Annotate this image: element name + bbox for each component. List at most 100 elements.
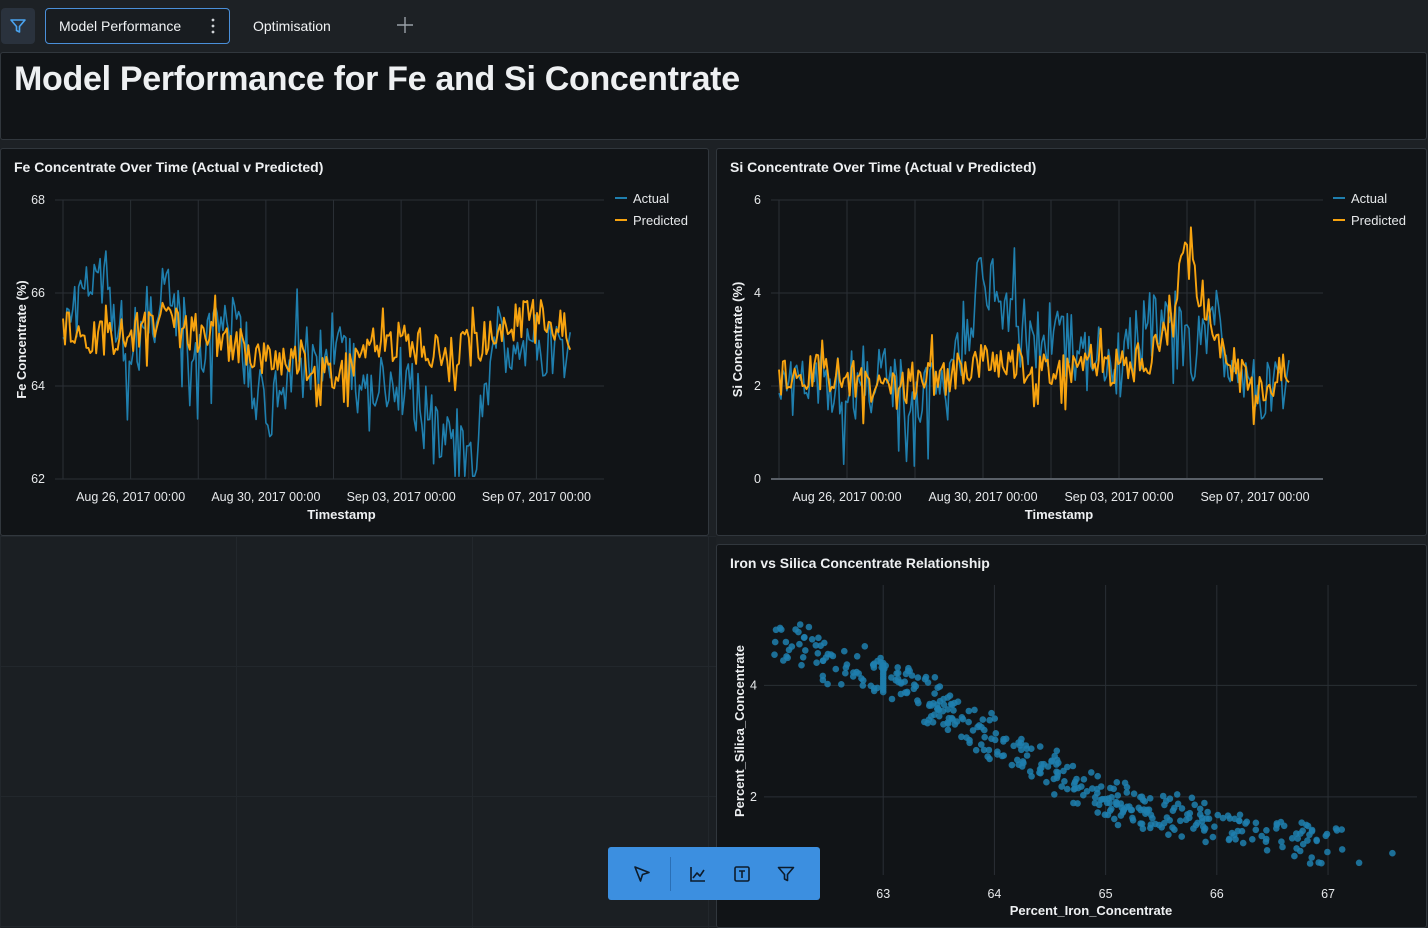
y-tick-label: 4 bbox=[750, 678, 757, 692]
tab-model-performance[interactable]: Model Performance bbox=[45, 8, 230, 44]
chart-title: Si Concentrate Over Time (Actual v Predi… bbox=[730, 159, 1037, 175]
scatter-point bbox=[1074, 800, 1081, 807]
scatter-point bbox=[1064, 785, 1071, 793]
scatter-point bbox=[1252, 819, 1260, 827]
legend-label: Actual bbox=[633, 191, 669, 206]
scatter-point bbox=[805, 623, 813, 631]
line-chart-icon bbox=[690, 866, 705, 882]
scatter-point bbox=[1263, 835, 1270, 843]
scatter-point bbox=[950, 707, 957, 714]
scatter-point bbox=[985, 746, 993, 754]
add-filter-button[interactable] bbox=[764, 847, 808, 900]
scatter-point bbox=[972, 746, 980, 754]
scatter-point bbox=[799, 654, 807, 661]
scatter-point bbox=[870, 685, 878, 692]
scatter-point bbox=[1097, 783, 1105, 790]
scatter-point bbox=[906, 667, 913, 675]
scatter-point bbox=[1294, 835, 1301, 842]
scatter-point bbox=[1194, 819, 1201, 827]
scatter-point bbox=[798, 661, 805, 669]
scatter-chart-panel[interactable]: Iron vs Silica Concentrate Relationship … bbox=[716, 544, 1427, 928]
scatter-point bbox=[922, 673, 930, 681]
iron-silica-scatter-chart[interactable]: 63 64 65 66 67 2 4 Percent_Iron_Concentrate Perc… bbox=[717, 545, 1427, 928]
scatter-point bbox=[1014, 756, 1021, 764]
si-chart-panel[interactable]: Si Concentrate Over Time (Actual v Predi… bbox=[716, 148, 1427, 536]
more-vertical-icon[interactable] bbox=[211, 18, 215, 34]
scatter-point bbox=[796, 621, 804, 628]
fe-chart-panel[interactable]: Fe Concentrate Over Time (Actual v Predi… bbox=[0, 148, 709, 536]
scatter-point bbox=[859, 682, 867, 689]
scatter-point bbox=[965, 707, 973, 715]
scatter-point bbox=[1112, 798, 1120, 806]
scatter-point bbox=[1051, 752, 1058, 760]
scatter-point bbox=[817, 642, 824, 649]
scatter-point bbox=[895, 678, 902, 686]
scatter-point bbox=[869, 661, 877, 668]
scatter-point bbox=[1355, 859, 1363, 867]
scatter-point bbox=[1211, 823, 1218, 830]
scatter-point bbox=[945, 714, 953, 722]
page-title: Model Performance for Fe and Si Concentr… bbox=[14, 60, 740, 98]
x-tick-label: Sep 03, 2017 00:00 bbox=[1064, 490, 1173, 504]
scatter-point bbox=[1089, 785, 1096, 792]
add-tab-button[interactable] bbox=[394, 14, 416, 36]
scatter-point bbox=[1048, 757, 1055, 764]
add-chart-button[interactable] bbox=[676, 847, 720, 900]
scatter-point bbox=[1226, 835, 1233, 843]
scatter-point bbox=[1242, 820, 1249, 827]
fe-line-chart[interactable]: 62 64 66 68 Aug 26, 2017 00:00 Aug 30, 2017 0… bbox=[1, 149, 709, 536]
scatter-point bbox=[1249, 836, 1256, 843]
scatter-point bbox=[1165, 831, 1172, 838]
scatter-point bbox=[971, 706, 978, 714]
scatter-point bbox=[1178, 833, 1185, 840]
scatter-point bbox=[979, 716, 987, 723]
scatter-point bbox=[1196, 805, 1204, 813]
scatter-point bbox=[1073, 775, 1080, 783]
scatter-point bbox=[1296, 847, 1304, 855]
text-box-icon bbox=[734, 865, 750, 882]
scatter-point bbox=[1338, 846, 1346, 853]
scatter-point bbox=[1308, 854, 1315, 861]
x-tick-label: Aug 26, 2017 00:00 bbox=[792, 490, 901, 504]
scatter-point bbox=[1162, 797, 1170, 805]
scatter-point bbox=[1114, 821, 1122, 829]
add-text-button[interactable] bbox=[720, 847, 764, 900]
dashboard-canvas bbox=[0, 536, 716, 928]
scatter-point bbox=[1069, 762, 1077, 770]
scatter-point bbox=[772, 626, 780, 634]
scatter-point bbox=[1188, 794, 1196, 802]
series-line bbox=[778, 247, 1290, 467]
series-line bbox=[62, 250, 571, 478]
x-axis-title: Timestamp bbox=[1025, 507, 1093, 522]
si-line-chart[interactable]: 0 2 4 6 Aug 26, 2017 00:00 Aug 30, 2017 00:00… bbox=[717, 149, 1427, 536]
scatter-point bbox=[1028, 745, 1035, 752]
scatter-point bbox=[1143, 806, 1151, 814]
scatter-point bbox=[1306, 831, 1313, 839]
scatter-point bbox=[1002, 735, 1010, 743]
scatter-point bbox=[771, 651, 778, 658]
y-axis-title: Fe Concentrate (%) bbox=[14, 280, 29, 398]
x-tick-label: Aug 30, 2017 00:00 bbox=[928, 490, 1037, 504]
scatter-point bbox=[978, 741, 985, 748]
scatter-point bbox=[969, 727, 977, 734]
scatter-point bbox=[1204, 808, 1211, 816]
tab-optimisation[interactable]: Optimisation bbox=[253, 8, 331, 44]
scatter-point bbox=[1060, 767, 1067, 775]
scatter-point bbox=[1110, 785, 1117, 793]
scatter-point bbox=[1123, 789, 1131, 796]
scatter-point bbox=[988, 709, 995, 717]
scatter-point bbox=[1053, 774, 1061, 782]
scatter-point bbox=[936, 683, 944, 690]
scatter-point bbox=[1113, 779, 1121, 786]
select-tool-button[interactable] bbox=[620, 847, 664, 900]
filter-button[interactable] bbox=[1, 8, 35, 44]
scatter-point bbox=[824, 650, 832, 658]
scatter-point bbox=[1184, 811, 1191, 818]
y-tick-label: 2 bbox=[750, 790, 757, 804]
x-tick-label: 63 bbox=[876, 887, 890, 901]
scatter-point bbox=[1080, 776, 1088, 783]
scatter-point bbox=[841, 647, 848, 655]
scatter-point bbox=[951, 699, 958, 707]
scatter-point bbox=[1070, 780, 1078, 788]
scatter-point bbox=[1129, 814, 1136, 822]
